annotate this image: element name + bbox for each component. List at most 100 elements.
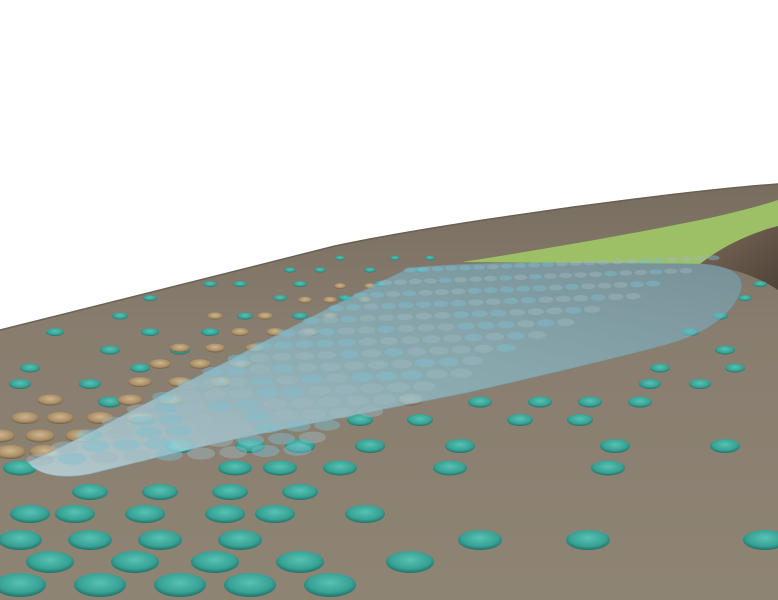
submerged-marker xyxy=(417,324,435,332)
teal-marker xyxy=(46,328,64,336)
submerged-marker xyxy=(152,391,175,402)
submerged-marker xyxy=(268,432,295,445)
submerged-marker xyxy=(276,375,299,385)
submerged-marker xyxy=(51,441,79,454)
submerged-marker xyxy=(499,275,512,281)
teal-marker xyxy=(600,439,630,453)
submerged-marker xyxy=(226,366,247,375)
teal-marker xyxy=(9,379,31,389)
teal-marker xyxy=(445,439,475,453)
submerged-marker xyxy=(358,406,384,418)
tan-marker xyxy=(207,312,223,320)
submerged-marker xyxy=(130,415,155,427)
submerged-marker xyxy=(590,294,606,301)
submerged-marker xyxy=(250,353,270,362)
ridge xyxy=(700,226,778,290)
teal-marker xyxy=(276,551,324,573)
submerged-marker xyxy=(431,266,444,272)
submerged-marker xyxy=(252,342,272,350)
submerged-marker xyxy=(399,393,424,404)
submerged-marker xyxy=(58,452,87,465)
submerged-marker xyxy=(406,347,427,356)
submerged-marker xyxy=(135,426,162,438)
submerged-marker xyxy=(378,280,392,286)
teal-marker xyxy=(72,484,108,500)
submerged-marker xyxy=(249,365,271,374)
submerged-marker xyxy=(415,312,432,320)
submerged-marker xyxy=(629,281,645,288)
submerged-marker xyxy=(517,320,535,328)
submerged-marker xyxy=(297,328,316,337)
teal-marker xyxy=(345,505,385,523)
submerged-marker xyxy=(400,370,423,380)
teal-marker xyxy=(528,396,552,408)
submerged-marker xyxy=(334,384,358,395)
submerged-marker xyxy=(544,273,558,279)
submerged-marker xyxy=(506,331,526,340)
teal-marker xyxy=(138,530,182,550)
submerged-marker xyxy=(308,385,332,396)
submerged-marker xyxy=(437,323,455,331)
submerged-marker xyxy=(237,434,264,446)
teal-marker xyxy=(715,345,735,355)
submerged-marker xyxy=(604,271,618,277)
submerged-marker xyxy=(583,260,596,266)
submerged-marker xyxy=(187,413,213,424)
tan-marker xyxy=(11,412,39,424)
submerged-marker xyxy=(391,359,412,369)
submerged-marker xyxy=(693,255,706,261)
submerged-marker xyxy=(301,408,326,420)
submerged-marker xyxy=(429,346,449,355)
teal-marker xyxy=(20,363,40,373)
teal-marker xyxy=(710,439,740,453)
submerged-marker xyxy=(438,277,452,283)
submerged-marker xyxy=(379,337,399,345)
submerged-marker xyxy=(181,402,206,413)
submerged-marker xyxy=(219,446,248,459)
teal-marker xyxy=(628,396,652,408)
ground-edge xyxy=(0,183,778,331)
submerged-marker xyxy=(418,289,433,296)
submerged-marker xyxy=(284,420,311,432)
tan-marker xyxy=(117,394,143,406)
submerged-marker xyxy=(345,395,369,406)
submerged-marker xyxy=(339,350,359,359)
submerged-marker xyxy=(328,304,344,312)
teal-marker xyxy=(191,551,239,573)
submerged-marker xyxy=(555,295,571,303)
submerged-marker xyxy=(154,448,183,461)
submerged-marker xyxy=(272,409,298,421)
tan-marker xyxy=(0,445,26,459)
submerged-marker xyxy=(438,357,460,367)
submerged-marker xyxy=(317,351,337,360)
submerged-marker xyxy=(434,312,451,319)
submerged-marker xyxy=(357,326,376,334)
submerged-marker xyxy=(122,450,151,463)
submerged-marker xyxy=(326,373,348,383)
submerged-marker xyxy=(377,325,395,333)
teal-marker xyxy=(235,439,265,453)
submerged-marker xyxy=(353,292,368,299)
submerged-marker xyxy=(583,306,601,313)
submerged-marker xyxy=(608,293,624,300)
submerged-marker xyxy=(611,259,623,265)
submerged-marker xyxy=(559,272,573,279)
submerged-marker xyxy=(649,269,663,275)
tan-marker xyxy=(37,394,63,406)
submerged-marker xyxy=(467,287,482,294)
teal-marker xyxy=(201,328,219,336)
submerged-marker xyxy=(581,283,596,290)
teal-marker xyxy=(141,328,159,336)
submerged-marker xyxy=(433,300,449,307)
submerged-marker xyxy=(707,255,720,261)
submerged-marker xyxy=(397,324,415,333)
teal-marker xyxy=(111,551,159,573)
submerged-marker xyxy=(555,261,568,267)
submerged-marker xyxy=(542,262,554,267)
teal-marker xyxy=(407,414,433,426)
submerged-marker xyxy=(362,349,382,358)
submerged-marker xyxy=(398,302,414,309)
teal-marker xyxy=(458,530,502,550)
submerged-marker xyxy=(317,328,336,336)
submerged-marker xyxy=(273,364,294,373)
